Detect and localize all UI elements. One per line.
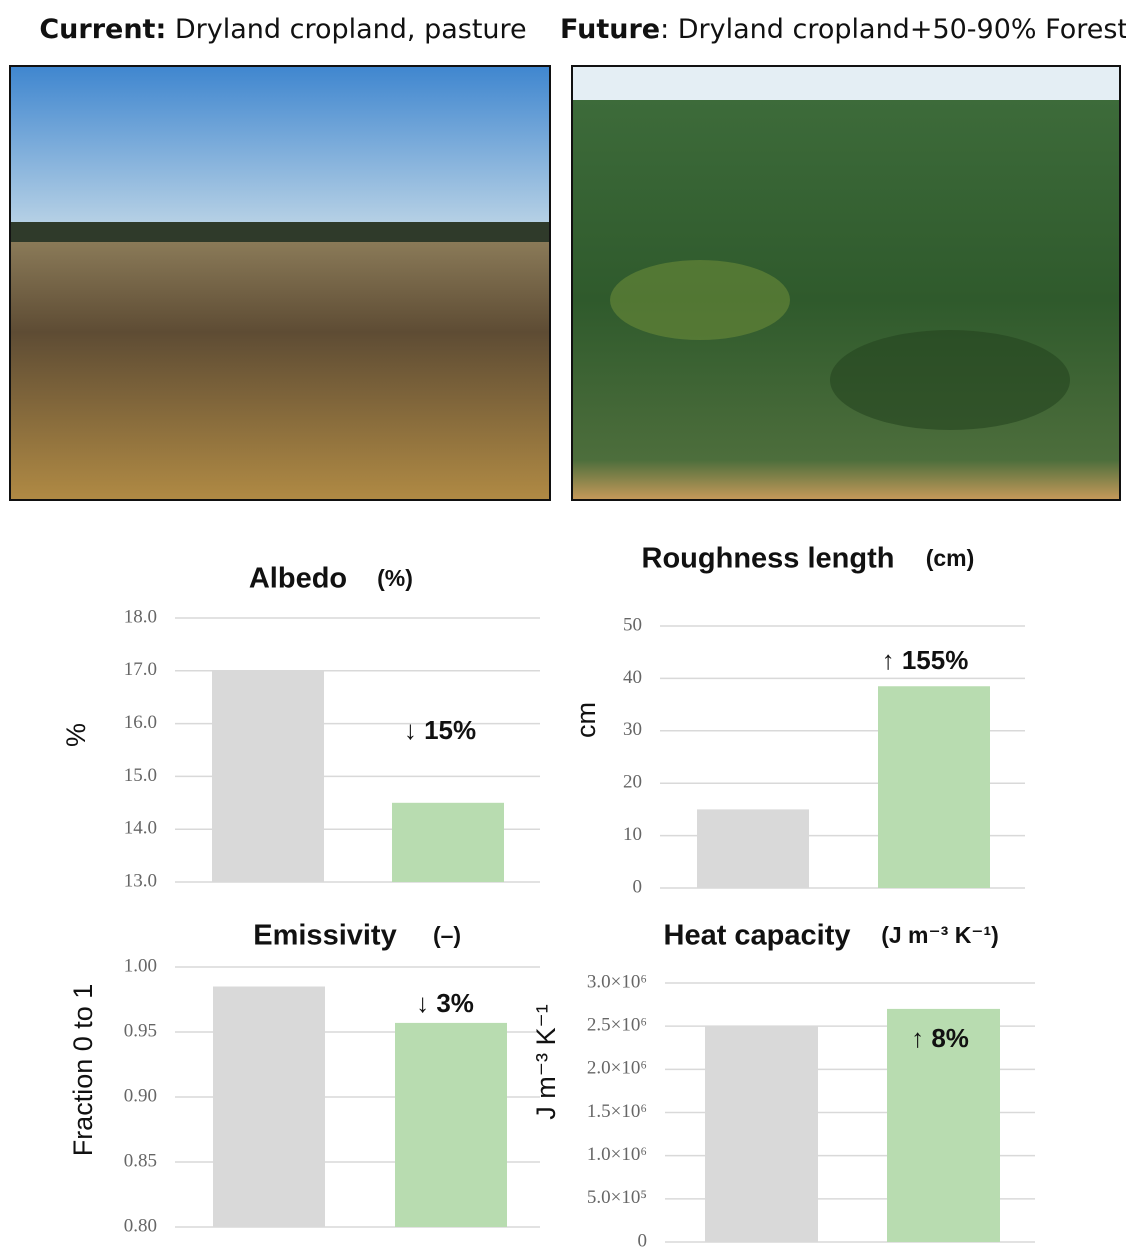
y-tick-label: 0.80 xyxy=(124,1215,157,1236)
y-tick-label: 18.0 xyxy=(124,606,157,627)
y-tick-label: 3.0×10⁶ xyxy=(587,971,647,992)
bar xyxy=(697,809,809,888)
caption: Current: Dryland cropland, pasture xyxy=(39,14,526,45)
bar xyxy=(392,802,504,882)
y-tick-label: 0.85 xyxy=(124,1150,157,1171)
caption-text: : Dryland cropland+50-90% Forest xyxy=(660,14,1126,45)
y-axis-label: J m⁻³ K⁻¹ xyxy=(531,1004,561,1120)
chart-unit: (cm) xyxy=(926,545,975,571)
y-tick-label: 14.0 xyxy=(124,818,157,839)
y-tick-label: 5.0×10⁵ xyxy=(587,1187,647,1208)
y-tick-label: 2.5×10⁶ xyxy=(587,1015,647,1036)
bar xyxy=(887,1008,1000,1242)
caption-label: Current: xyxy=(39,14,166,45)
y-tick-label: 16.0 xyxy=(124,712,157,733)
y-tick-label: 1.0×10⁶ xyxy=(587,1144,647,1165)
chart-unit: (%) xyxy=(377,565,413,591)
annotation: ↑ 8% xyxy=(911,1023,969,1053)
y-tick-label: 13.0 xyxy=(124,870,157,891)
y-tick-label: 30 xyxy=(623,719,642,740)
y-tick-label: 15.0 xyxy=(124,765,157,786)
chart-title: Emissivity xyxy=(253,920,396,952)
bar xyxy=(878,686,990,888)
bar xyxy=(395,1022,507,1227)
chart-unit: (J m⁻³ K⁻¹) xyxy=(881,922,999,948)
chart-title: Albedo xyxy=(249,563,347,595)
bar xyxy=(212,670,324,882)
y-tick-label: 0 xyxy=(633,876,643,897)
y-tick-label: 40 xyxy=(623,667,642,688)
y-tick-label: 17.0 xyxy=(124,659,157,680)
caption-text: Dryland cropland, pasture xyxy=(166,14,526,45)
caption: Future: Dryland cropland+50-90% Forest xyxy=(560,14,1126,45)
annotation: ↑ 155% xyxy=(882,645,969,675)
photo-current xyxy=(9,65,551,501)
chart-unit: (–) xyxy=(433,922,461,948)
y-tick-label: 0.95 xyxy=(124,1020,157,1041)
y-tick-label: 50 xyxy=(623,614,642,635)
bar xyxy=(213,986,325,1227)
photo-future xyxy=(571,65,1121,501)
chart-title: Roughness length xyxy=(642,543,895,575)
y-tick-label: 0.90 xyxy=(124,1085,157,1106)
chart-title: Heat capacity xyxy=(664,920,851,952)
y-tick-label: 2.0×10⁶ xyxy=(587,1058,647,1079)
annotation: ↓ 15% xyxy=(404,715,476,745)
annotation: ↓ 3% xyxy=(416,988,474,1018)
y-tick-label: 1.5×10⁶ xyxy=(587,1101,647,1122)
caption-label: Future xyxy=(560,14,660,45)
y-tick-label: 20 xyxy=(623,772,642,793)
y-tick-label: 0 xyxy=(638,1230,648,1249)
y-tick-label: 10 xyxy=(623,824,642,845)
y-axis-label: Fraction 0 to 1 xyxy=(68,984,98,1157)
y-tick-label: 1.00 xyxy=(124,955,157,976)
bar xyxy=(705,1026,818,1242)
y-axis-label: cm xyxy=(571,702,601,738)
y-axis-label: % xyxy=(61,723,91,747)
